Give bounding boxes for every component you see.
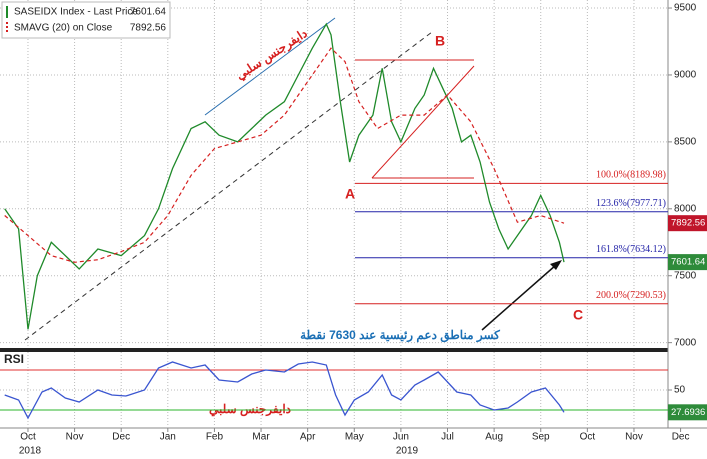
x-tick-label: Aug: [485, 432, 503, 443]
arrow-line: [481, 264, 557, 331]
x-tick-label: Dec: [112, 432, 130, 443]
series-line: [4, 361, 565, 420]
legend-box: [1, 1, 171, 39]
year-label: 2018: [19, 446, 42, 457]
x-tick-label: May: [345, 432, 364, 443]
last-value-tag: [668, 254, 707, 271]
x-tick-label: Nov: [66, 432, 84, 443]
series-line: [4, 22, 565, 330]
y-tick-label: 9000: [674, 70, 697, 81]
y-tick-label: 7500: [674, 270, 697, 281]
annotation: كسر مناطق دعم رئيسية عند 7630 نقطة: [300, 328, 500, 343]
annotation: C: [573, 307, 583, 323]
fib-label: 100.0%(8189.98): [596, 170, 666, 181]
trend-line: [24, 31, 433, 341]
x-tick-label: Jul: [441, 432, 454, 443]
x-tick-label: Nov: [625, 432, 643, 443]
trend-line: [204, 17, 336, 116]
last-value-tag: [668, 215, 707, 232]
fib-label: 161.8%(7634.12): [596, 244, 666, 255]
series-line: [4, 47, 565, 263]
y-tick-label: 50: [674, 385, 686, 396]
legend-value: 7601.64: [130, 7, 167, 18]
x-tick-label: Jan: [160, 432, 176, 443]
legend-value: 7892.56: [130, 23, 167, 34]
x-tick-label: Dec: [672, 432, 690, 443]
x-tick-label: Apr: [300, 432, 316, 443]
annotation: A: [345, 186, 355, 202]
last-value-label: 7601.64: [671, 257, 705, 268]
fib-label: 200.0%(7290.53): [596, 290, 666, 301]
year-label: 2019: [396, 446, 419, 457]
x-tick-label: Oct: [20, 432, 36, 443]
y-tick-label: 8500: [674, 137, 697, 148]
last-value-tag: [668, 404, 707, 421]
y-tick-label: 7000: [674, 337, 697, 348]
x-tick-label: Mar: [252, 432, 270, 443]
x-tick-label: Sep: [532, 432, 550, 443]
y-tick-label: 9500: [674, 3, 697, 14]
legend-label: SASEIDX Index - Last Price: [14, 7, 138, 18]
panel-separator: [0, 348, 668, 352]
x-tick-label: Jun: [393, 432, 409, 443]
y-tick-label: 8000: [674, 203, 697, 214]
fib-label: 123.6%(7977.71): [596, 198, 666, 209]
last-value-label: 7892.56: [671, 218, 705, 229]
arrow-head: [550, 260, 562, 270]
wedge-line: [371, 65, 475, 179]
x-tick-label: Oct: [580, 432, 596, 443]
x-tick-label: Feb: [206, 432, 224, 443]
panel-title: RSI: [4, 352, 24, 366]
last-value-label: 27.6936: [671, 407, 705, 418]
legend-label: SMAVG (20) on Close: [14, 23, 113, 34]
annotation: B: [435, 33, 445, 49]
